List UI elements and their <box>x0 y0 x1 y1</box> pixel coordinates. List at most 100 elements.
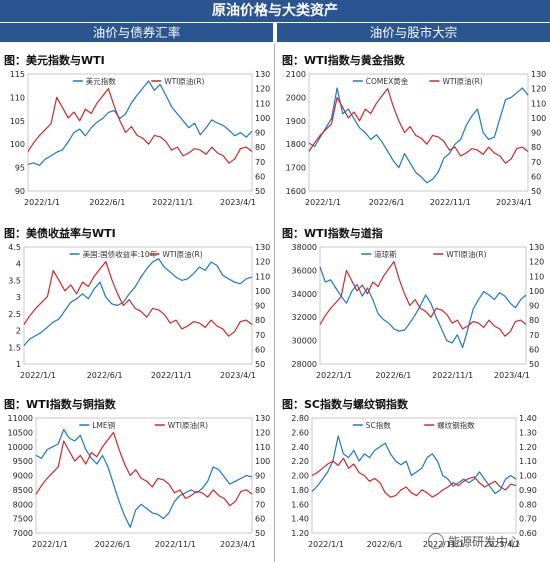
y2-tick-label: 60 <box>255 345 265 354</box>
x-tick-label: 2022/11/1 <box>430 198 471 207</box>
y2-tick-label: 0.80 <box>519 500 537 509</box>
y2-tick-label: 0.90 <box>519 486 537 495</box>
y-tick-label: 7500 <box>13 515 33 524</box>
y2-tick-label: 120 <box>255 85 270 94</box>
series-line <box>27 88 253 164</box>
chart-dxy-wti: 90 95 100 105 110 115 50 60 70 80 90 100 110 120 130 20… <box>10 70 271 207</box>
column-divider <box>274 44 275 562</box>
y2-tick-label: 90 <box>255 472 265 481</box>
y-tick-label: 10500 <box>8 428 33 437</box>
series-line <box>319 266 527 349</box>
x-tick-label: 2022/6/1 <box>375 371 411 380</box>
y2-tick-label: 1.20 <box>519 443 537 452</box>
chart-wti-copper: 7000 7500 8000 8500 9000 9500 10000 10500 11000 5… <box>8 414 271 549</box>
x-tick-label: 2022/1/1 <box>305 198 341 207</box>
y2-tick-label: 50 <box>255 529 265 538</box>
y-tick-label: 115 <box>10 70 25 79</box>
y2-tick-label: 90 <box>531 129 541 138</box>
legend-label: COMEX黄金 <box>366 76 409 86</box>
chart-wti-dow: 28000 30000 32000 34000 36000 38000 50 60 70 80 90… <box>292 243 545 380</box>
y2-tick-label: 90 <box>255 302 265 311</box>
watermark: 能源研发中心 <box>428 533 520 550</box>
y-tick-label: 1800 <box>286 140 306 149</box>
x-tick-label: 2022/1/1 <box>20 371 56 380</box>
series-line <box>23 261 253 337</box>
x-tick-label: 2023/4/1 <box>494 371 530 380</box>
legend-label: 螺纹钢指数 <box>437 420 475 430</box>
x-tick-label: 2023/4/1 <box>220 198 256 207</box>
y-tick-label: 9000 <box>13 472 33 481</box>
x-tick-label: 2022/1/1 <box>32 540 68 549</box>
legend-label: 美元指数 <box>86 76 116 86</box>
series-line <box>308 87 529 184</box>
y2-tick-label: 110 <box>255 99 270 108</box>
y-tick-label: 2000 <box>286 93 306 102</box>
y-tick-label: 2.60 <box>291 428 309 437</box>
y-tick-label: 11000 <box>8 414 33 423</box>
plot-frame <box>27 73 253 192</box>
y-tick-label: 3.5 <box>8 276 21 285</box>
plot-frame <box>308 73 529 192</box>
chart-sc-rebar: 1.20 1.40 1.60 1.80 2.00 2.20 2.40 2.60 2.80 0.60… <box>291 414 537 549</box>
y2-tick-label: 50 <box>255 360 265 369</box>
legend-label: WTI原油(R) <box>162 249 202 259</box>
x-tick-label: 2022/11/1 <box>423 540 464 549</box>
legend-label: 道琼斯 <box>374 249 397 259</box>
plot-frame <box>319 246 527 365</box>
y-tick-label: 2.00 <box>291 472 309 481</box>
legend-label: WTI原油(R) <box>168 420 208 430</box>
legend-label: WTI原油(R) <box>164 76 204 86</box>
y-tick-label: 105 <box>10 117 25 126</box>
x-tick-label: 2022/11/1 <box>432 371 473 380</box>
y2-tick-label: 50 <box>255 187 265 196</box>
x-tick-label: 2023/4/1 <box>220 540 256 549</box>
y-tick-label: 1.20 <box>291 529 309 538</box>
y2-tick-label: 50 <box>529 360 539 369</box>
y-tick-label: 8500 <box>13 486 33 495</box>
y2-tick-label: 130 <box>255 70 270 79</box>
wechat-logo-icon <box>428 533 444 549</box>
chart-wti-gold: 1600 1700 1800 1900 2000 2100 50 60 70 80 90 100 110… <box>286 70 547 207</box>
x-tick-label: 2022/6/1 <box>95 540 131 549</box>
y2-tick-label: 110 <box>255 272 270 281</box>
y2-tick-label: 110 <box>529 272 544 281</box>
series-line <box>23 258 253 346</box>
y2-tick-label: 120 <box>531 85 546 94</box>
chart-ust-wti: 1 1.5 2 2.5 3 3.5 4 4.5 50 60 70 80 90 100 110 120 130 20… <box>8 243 270 380</box>
y-tick-label: 38000 <box>292 243 317 252</box>
y-tick-label: 2.20 <box>291 457 309 466</box>
chart-title-ust-wti: 图：美债收益率与WTI <box>4 227 116 240</box>
y-tick-label: 2.80 <box>291 414 309 423</box>
series-line <box>308 88 529 164</box>
y-tick-label: 1900 <box>286 117 306 126</box>
y-tick-label: 90 <box>15 187 25 196</box>
y2-tick-label: 0.60 <box>519 529 537 538</box>
y-tick-label: 34000 <box>292 290 317 299</box>
y-tick-label: 36000 <box>292 266 317 275</box>
y2-tick-label: 1.00 <box>519 472 537 481</box>
x-tick-label: 2022/6/1 <box>369 198 405 207</box>
y-tick-label: 1.60 <box>291 500 309 509</box>
chart-title-wti-dow: 图：WTI指数与道指 <box>282 227 383 240</box>
y2-tick-label: 110 <box>255 443 270 452</box>
y2-tick-label: 100 <box>255 114 270 123</box>
plot-frame <box>35 417 253 534</box>
y-tick-label: 1600 <box>286 187 306 196</box>
x-tick-label: 2023/4/1 <box>484 540 520 549</box>
y2-tick-label: 70 <box>529 331 539 340</box>
section-header-stocks-commodities: 油价与股市大宗 <box>277 23 550 42</box>
y2-tick-label: 70 <box>255 331 265 340</box>
watermark-text: 能源研发中心 <box>448 535 521 549</box>
y2-tick-label: 120 <box>255 428 270 437</box>
series-line <box>319 261 527 337</box>
series-line <box>311 435 517 495</box>
series-line <box>35 431 253 507</box>
y2-tick-label: 80 <box>255 486 265 495</box>
y2-tick-label: 120 <box>255 258 270 267</box>
y2-tick-label: 100 <box>529 287 544 296</box>
x-tick-label: 2022/6/1 <box>367 540 403 549</box>
y2-tick-label: 130 <box>531 70 546 79</box>
x-tick-label: 2023/4/1 <box>220 371 256 380</box>
legend-label: LME铜 <box>92 420 115 430</box>
y2-tick-label: 60 <box>255 515 265 524</box>
